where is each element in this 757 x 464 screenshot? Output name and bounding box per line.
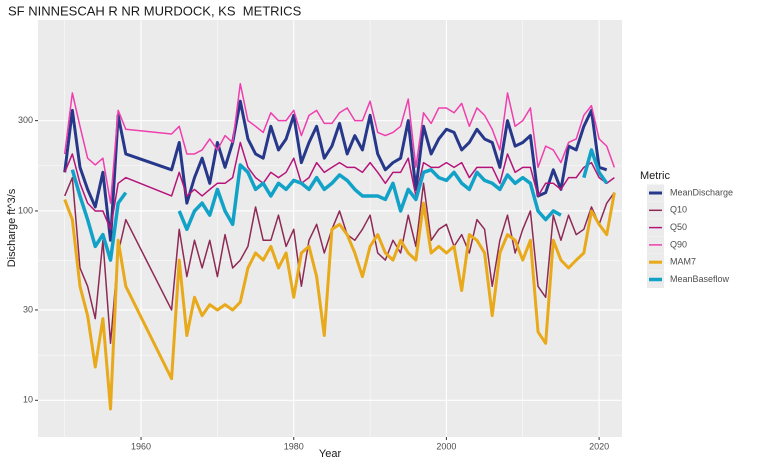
legend-label: Q90 (670, 239, 687, 249)
legend-label: MeanBaseflow (670, 274, 730, 284)
legend-label: Q10 (670, 205, 687, 215)
y-tick-label: 10 (23, 395, 33, 405)
legend-title: Metric (640, 170, 670, 182)
x-tick-label: 1980 (284, 441, 304, 451)
x-tick-label: 2000 (436, 441, 456, 451)
x-tick-label: 1960 (131, 441, 151, 451)
series-line (63, 99, 608, 242)
x-tick-label: 2020 (589, 441, 609, 451)
x-axis-label: Year (319, 448, 342, 460)
y-tick-label: 300 (18, 115, 33, 125)
legend-label: MAM7 (670, 257, 696, 267)
series-line (64, 176, 615, 345)
legend-label: Q50 (670, 222, 687, 232)
y-tick-label: 30 (23, 304, 33, 314)
series-line (63, 82, 616, 204)
chart-title: SF NINNESCAH R NR MURDOCK, KS METRICS (8, 3, 302, 18)
panel (38, 20, 622, 437)
series-line (64, 141, 615, 231)
y-axis-label: Discharge ft^3/s (6, 188, 18, 267)
y-tick-label: 100 (18, 205, 33, 215)
series-line (63, 192, 616, 411)
series-line (70, 148, 609, 262)
legend-label: MeanDischarge (670, 187, 733, 197)
